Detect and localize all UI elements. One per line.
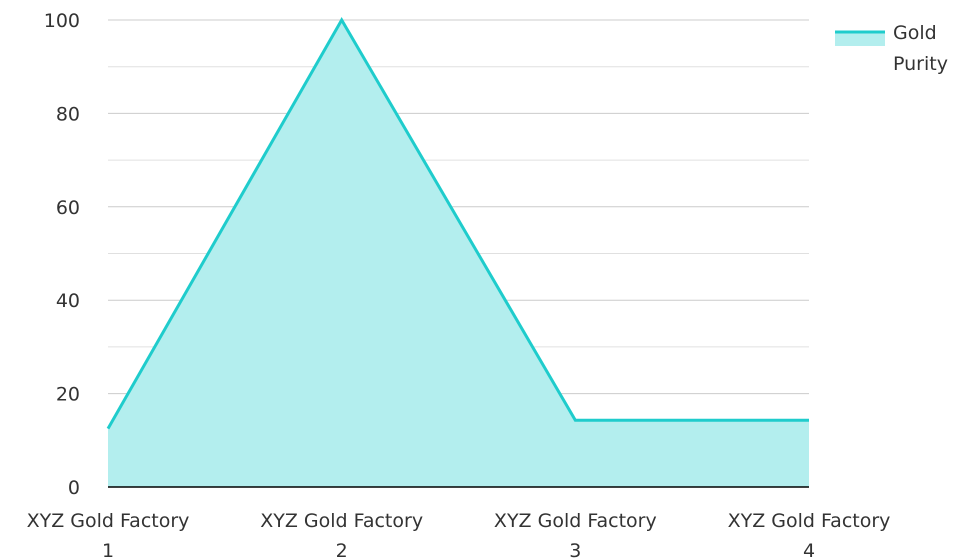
- area-series: [106, 17, 809, 487]
- legend-swatch-area: [835, 32, 885, 46]
- legend-label-line-1: Gold: [893, 22, 937, 44]
- x-tick-label-line: 1: [102, 540, 114, 560]
- area-fill: [108, 20, 809, 487]
- y-tick-label: 20: [56, 384, 80, 406]
- y-tick-label: 0: [68, 477, 80, 499]
- x-tick-label: XYZ Gold Factory 1: [27, 510, 190, 560]
- x-tick-label-line: 4: [803, 540, 815, 560]
- y-tick-label: 100: [44, 10, 80, 32]
- x-tick-label: XYZ Gold Factory 2: [260, 510, 423, 560]
- legend: Gold Purity: [835, 22, 948, 75]
- y-tick-label: 40: [56, 290, 80, 312]
- x-tick-label-line: XYZ Gold Factory: [728, 510, 891, 532]
- series-line: [106, 17, 809, 430]
- legend-label-line-2: Purity: [893, 53, 948, 75]
- x-tick-label-line: 3: [569, 540, 581, 560]
- x-tick-label: XYZ Gold Factory 4: [728, 510, 891, 560]
- y-tick-label: 60: [56, 197, 80, 219]
- legend-label: Gold Purity: [893, 22, 948, 75]
- x-tick-label-line: 2: [336, 540, 348, 560]
- x-tick-label: XYZ Gold Factory 3: [494, 510, 657, 560]
- x-tick-label-line: XYZ Gold Factory: [27, 510, 190, 532]
- x-tick-label-line: XYZ Gold Factory: [260, 510, 423, 532]
- x-tick-label-line: XYZ Gold Factory: [494, 510, 657, 532]
- y-tick-label: 80: [56, 103, 80, 125]
